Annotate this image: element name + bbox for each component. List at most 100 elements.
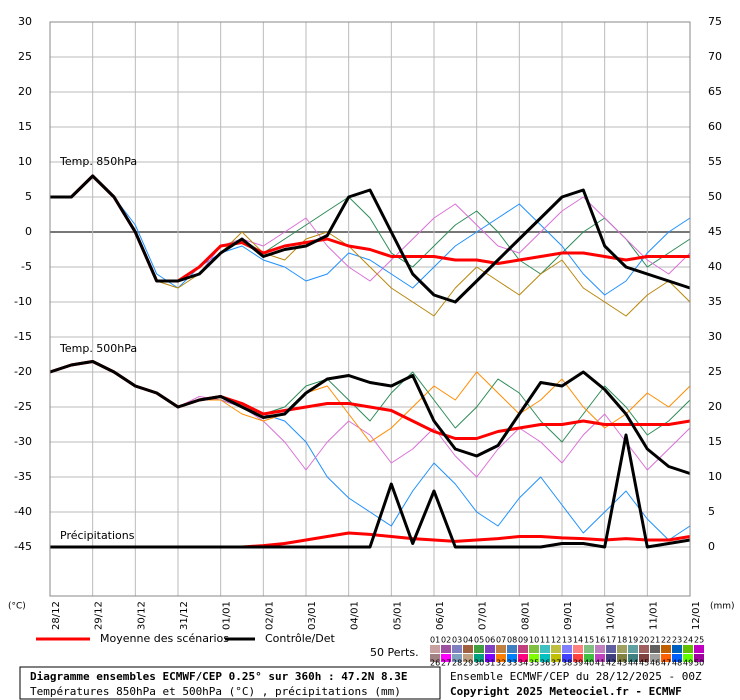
- y-tick-label: 10: [18, 155, 32, 168]
- y2-tick-label: 10: [708, 470, 722, 483]
- member-label: 10: [529, 636, 539, 645]
- y-tick-label: 5: [25, 190, 32, 203]
- member-swatch: [573, 645, 583, 653]
- member-label: 12: [551, 636, 561, 645]
- x-tick-label: 11/01: [648, 601, 659, 630]
- member-swatch: [617, 645, 627, 653]
- y2-tick-label: 60: [708, 120, 722, 133]
- footer-title: Diagramme ensembles ECMWF/CEP 0.25° sur …: [30, 670, 408, 683]
- member-swatch: [430, 654, 440, 662]
- member-label: 39: [573, 659, 583, 668]
- x-tick-label: 12/01: [691, 601, 702, 630]
- y2-tick-label: 55: [708, 155, 722, 168]
- annotation: Précipitations: [60, 529, 135, 542]
- grid: [49, 21, 691, 596]
- member-swatch: [672, 645, 682, 653]
- member-swatch: [595, 654, 605, 662]
- y-tick-label: -40: [14, 505, 32, 518]
- member-label: 25: [694, 636, 704, 645]
- x-tick-label: 04/01: [350, 601, 361, 630]
- member-label: 16: [595, 636, 605, 645]
- y2-tick-label: 20: [708, 400, 722, 413]
- member-swatch: [474, 654, 484, 662]
- member-label: 22: [661, 636, 671, 645]
- member-label: 44: [628, 659, 638, 668]
- y-tick-label: 30: [18, 15, 32, 28]
- member-swatch: [496, 645, 506, 653]
- y2-tick-label: 5: [708, 505, 715, 518]
- member-swatch: [650, 645, 660, 653]
- member-label: 21: [650, 636, 660, 645]
- member-label: 46: [650, 659, 660, 668]
- member-swatch: [441, 654, 451, 662]
- y-tick-label: 25: [18, 50, 32, 63]
- member-swatch: [518, 654, 528, 662]
- member-swatch: [496, 654, 506, 662]
- member-swatch: [540, 654, 550, 662]
- member-label: 04: [463, 636, 473, 645]
- y2-tick-label: 25: [708, 365, 722, 378]
- member-label: 50: [694, 659, 704, 668]
- member-swatch: [485, 654, 495, 662]
- lines: [49, 174, 691, 549]
- member-swatch: [628, 654, 638, 662]
- member-label: 43: [617, 659, 627, 668]
- series-line: [49, 360, 691, 475]
- member-label: 45: [639, 659, 649, 668]
- member-label: 26: [430, 659, 440, 668]
- series-line: [50, 175, 691, 296]
- member-swatch: [683, 645, 693, 653]
- y2-tick-label: 35: [708, 295, 722, 308]
- member-label: 35: [529, 659, 539, 668]
- member-swatch: [485, 645, 495, 653]
- member-label: 13: [562, 636, 572, 645]
- footer-subtitle: Températures 850hPa et 500hPa (°C) , pré…: [30, 685, 401, 698]
- member-label: 29: [463, 659, 473, 668]
- x-tick-label: 01/01: [222, 601, 233, 630]
- member-label: 33: [507, 659, 517, 668]
- annotation: Temp. 850hPa: [59, 155, 137, 168]
- member-label: 32: [496, 659, 506, 668]
- member-swatch: [463, 654, 473, 662]
- x-tick-label: 02/01: [264, 601, 275, 630]
- x-tick-label: 06/01: [435, 601, 446, 630]
- member-swatch: [683, 654, 693, 662]
- y2-unit: (mm): [710, 602, 735, 612]
- y-tick-label: 20: [18, 85, 32, 98]
- y-tick-label: -20: [14, 365, 32, 378]
- y-tick-label: 0: [25, 225, 32, 238]
- series-line: [50, 174, 691, 304]
- member-label: 03: [452, 636, 462, 645]
- member-label: 07: [496, 636, 506, 645]
- legend-label: Contrôle/Det: [265, 632, 335, 645]
- member-swatch: [529, 645, 539, 653]
- member-label: 40: [584, 659, 594, 668]
- member-label: 30: [474, 659, 484, 668]
- member-swatch: [452, 654, 462, 662]
- y2-tick-label: 30: [708, 330, 722, 343]
- member-swatch: [694, 645, 704, 653]
- member-label: 49: [683, 659, 693, 668]
- y-tick-label: -15: [14, 330, 32, 343]
- member-label: 38: [562, 659, 572, 668]
- member-label: 47: [661, 659, 671, 668]
- member-label: 20: [639, 636, 649, 645]
- perts-label: 50 Perts.: [370, 646, 419, 659]
- series-line: [49, 361, 691, 443]
- x-tick-label: 03/01: [307, 601, 318, 630]
- x-tick-label: 31/12: [179, 601, 190, 630]
- y-tick-label: -30: [14, 435, 32, 448]
- member-swatch: [639, 645, 649, 653]
- member-swatch: [661, 645, 671, 653]
- member-swatch: [463, 645, 473, 653]
- member-label: 09: [518, 636, 528, 645]
- y-tick-label: -25: [14, 400, 32, 413]
- member-label: 31: [485, 659, 495, 668]
- member-label: 14: [573, 636, 583, 645]
- member-swatch: [595, 645, 605, 653]
- member-label: 11: [540, 636, 550, 645]
- copyright: Copyright 2025 Meteociel.fr - ECMWF: [450, 685, 682, 698]
- member-swatch: [507, 654, 517, 662]
- y-unit: (°C): [8, 602, 26, 612]
